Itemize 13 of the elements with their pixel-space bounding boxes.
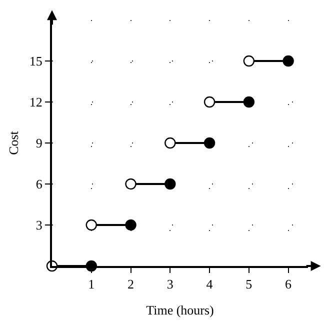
- y-tick-label: 15: [29, 54, 42, 69]
- x-tick-label: 6: [285, 276, 292, 292]
- x-tick-label: 1: [88, 276, 95, 292]
- x-tick-label: 2: [128, 276, 134, 292]
- y-tick-label: 6: [36, 176, 43, 192]
- y-tick-label: 3: [36, 218, 42, 233]
- x-tick-label: 4: [206, 276, 214, 292]
- x-tick-label: 3: [166, 276, 174, 292]
- x-tick-label: 5: [246, 276, 252, 292]
- y-tick-label: 9: [36, 136, 42, 151]
- y-axis-title: Cost: [6, 130, 21, 155]
- x-axis-title: Time (hours): [146, 302, 214, 318]
- y-tick-label: 12: [29, 94, 42, 110]
